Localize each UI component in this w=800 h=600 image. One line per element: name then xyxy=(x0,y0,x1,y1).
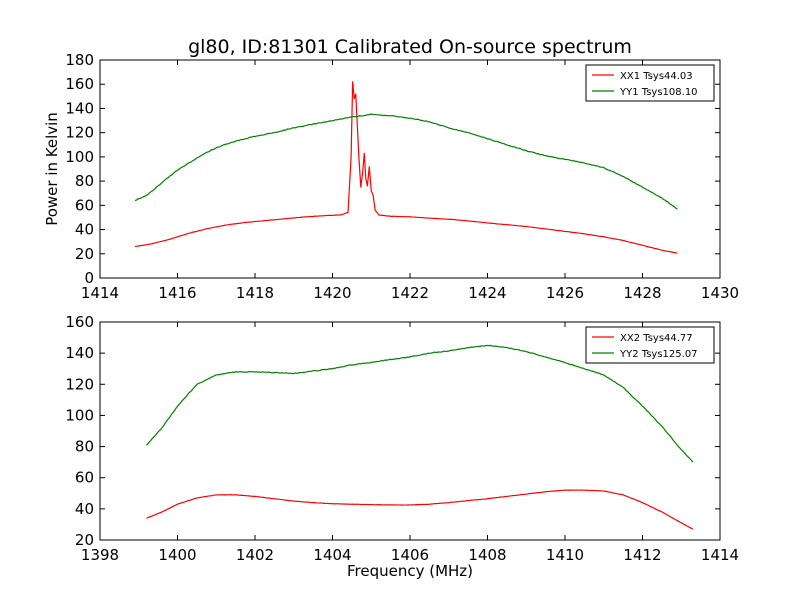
series-line-2-2 xyxy=(146,344,694,463)
y-tick-label: 20 xyxy=(75,531,94,549)
series-line-2-1 xyxy=(146,489,694,530)
y-tick-label: 180 xyxy=(65,51,94,69)
y-tick-label: 160 xyxy=(65,75,94,93)
legend-label: YY2 Tsys125.07 xyxy=(619,349,698,360)
x-tick-label: 1414 xyxy=(701,546,739,564)
legend-label: YY1 Tsys108.10 xyxy=(619,87,698,98)
x-tick-label: 1412 xyxy=(623,546,661,564)
plot-2: 1398 1400 1402 1404 1406 1408 1410 1412 1414 20 40… xyxy=(65,313,739,564)
y-tick-label: 20 xyxy=(75,245,94,263)
x-tick-label: 1416 xyxy=(158,284,196,302)
y-tick-label: 100 xyxy=(65,406,94,424)
x-tick-label: 1408 xyxy=(468,546,506,564)
legend-label: XX2 Tsys44.77 xyxy=(620,333,693,344)
plots: 1414 1416 1418 1420 1422 1424 1426 1428 1430 0 20 4… xyxy=(65,51,739,564)
y-tick-label: 40 xyxy=(75,500,94,518)
x-tick-label: 1428 xyxy=(623,284,661,302)
plot-1: 1414 1416 1418 1420 1422 1424 1426 1428 1430 0 20 4… xyxy=(65,51,739,302)
figure-title: gl80, ID:81301 Calibrated On-source spec… xyxy=(188,36,632,58)
x-tick-label: 1410 xyxy=(546,546,584,564)
legend-label: XX1 Tsys44.03 xyxy=(620,71,693,82)
legend-2: XX2 Tsys44.77 YY2 Tsys125.07 xyxy=(585,326,715,364)
y-tick-label: 140 xyxy=(65,99,94,117)
y-tick-label: 80 xyxy=(75,172,94,190)
y-tick-label: 160 xyxy=(65,313,94,331)
y-axis-label: Power in Kelvin xyxy=(43,112,61,226)
legend-1: XX1 Tsys44.03 YY1 Tsys108.10 xyxy=(585,64,715,102)
y-tick-label: 60 xyxy=(75,196,94,214)
x-tick-label: 1404 xyxy=(313,546,351,564)
y-tick-label: 120 xyxy=(65,124,94,142)
x-tick-label: 1400 xyxy=(158,546,196,564)
x-tick-label: 1418 xyxy=(236,284,274,302)
x-tick-label: 1424 xyxy=(468,284,506,302)
y-tick-label: 120 xyxy=(65,375,94,393)
x-tick-label: 1420 xyxy=(313,284,351,302)
y-tick-label: 40 xyxy=(75,221,94,239)
y-tick-label: 140 xyxy=(65,344,94,362)
series-line-1-2 xyxy=(134,113,678,210)
x-axis-label: Frequency (MHz) xyxy=(347,562,473,580)
y-tick-label: 80 xyxy=(75,438,94,456)
x-tick-label: 1398 xyxy=(81,546,119,564)
legend-box xyxy=(585,326,715,364)
x-tick-label: 1402 xyxy=(236,546,274,564)
legend-box xyxy=(585,64,715,102)
x-tick-label: 1406 xyxy=(391,546,429,564)
x-tick-label: 1430 xyxy=(701,284,739,302)
y-tick-label: 100 xyxy=(65,148,94,166)
x-tick-label: 1414 xyxy=(81,284,119,302)
y-tick-label: 0 xyxy=(84,269,94,287)
x-tick-label: 1422 xyxy=(391,284,429,302)
series-line-1-1 xyxy=(134,81,678,254)
y-tick-label: 60 xyxy=(75,469,94,487)
x-tick-label: 1426 xyxy=(546,284,584,302)
